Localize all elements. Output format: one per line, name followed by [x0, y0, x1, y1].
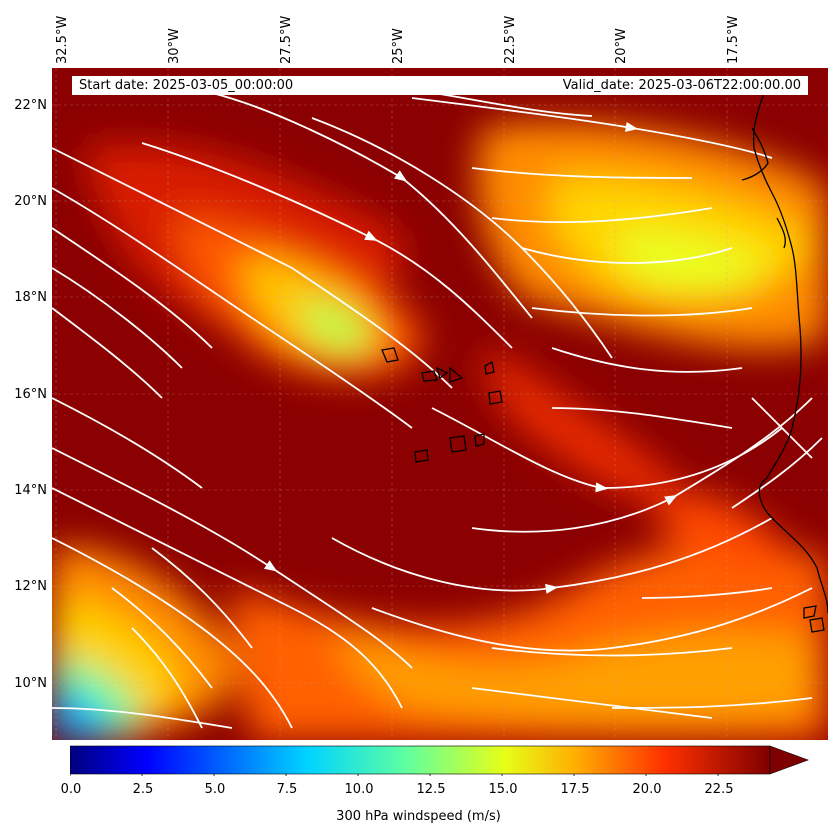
lon-label-32-5w: 32.5°W: [55, 15, 70, 64]
colorbar-tick-22-5: 22.5: [704, 782, 734, 797]
lon-label-27-5w: 27.5°W: [279, 15, 294, 64]
colorbar-tick-0: 0.0: [60, 782, 82, 797]
colorbar-tick-12-5: 12.5: [416, 782, 446, 797]
colorbar-title: 300 hPa windspeed (m/s): [336, 809, 501, 824]
info-bar: Start date: 2025-03-05_00:00:00 Valid_da…: [72, 76, 808, 95]
valid-date: Valid_date: 2025-03-06T22:00:00.00: [562, 78, 801, 93]
colorbar-tick-7-5: 7.5: [276, 782, 298, 797]
colorbar-tick-17-5: 17.5: [560, 782, 590, 797]
lon-label-30w: 30°W: [167, 28, 182, 64]
lat-label-14n: 14°N: [14, 483, 47, 498]
lat-label-20n: 20°N: [14, 194, 47, 209]
lat-label-12n: 12°N: [14, 579, 47, 594]
windspeed-field: [52, 68, 828, 740]
colorbar-tick-5: 5.0: [204, 782, 226, 797]
colorbar: [70, 745, 809, 776]
start-date: Start date: 2025-03-05_00:00:00: [79, 78, 294, 93]
lat-label-22n: 22°N: [14, 98, 47, 113]
colorbar-extend-arrow: [769, 745, 809, 775]
lat-label-10n: 10°N: [14, 676, 47, 691]
lat-label-18n: 18°N: [14, 290, 47, 305]
colorbar-tick-2-5: 2.5: [132, 782, 154, 797]
lat-label-16n: 16°N: [14, 387, 47, 402]
colorbar-gradient: [70, 745, 771, 775]
lon-label-25w: 25°W: [391, 28, 406, 64]
lon-label-17-5w: 17.5°W: [726, 15, 741, 64]
wind-map: [52, 68, 828, 740]
lon-label-22-5w: 22.5°W: [503, 15, 518, 64]
coastline: [381, 92, 828, 633]
graticule: [52, 68, 828, 740]
colorbar-tick-20: 20.0: [632, 782, 662, 797]
lon-label-20w: 20°W: [614, 28, 629, 64]
streamlines: [52, 87, 823, 729]
colorbar-tick-10: 10.0: [344, 782, 374, 797]
colorbar-tick-15: 15.0: [488, 782, 518, 797]
